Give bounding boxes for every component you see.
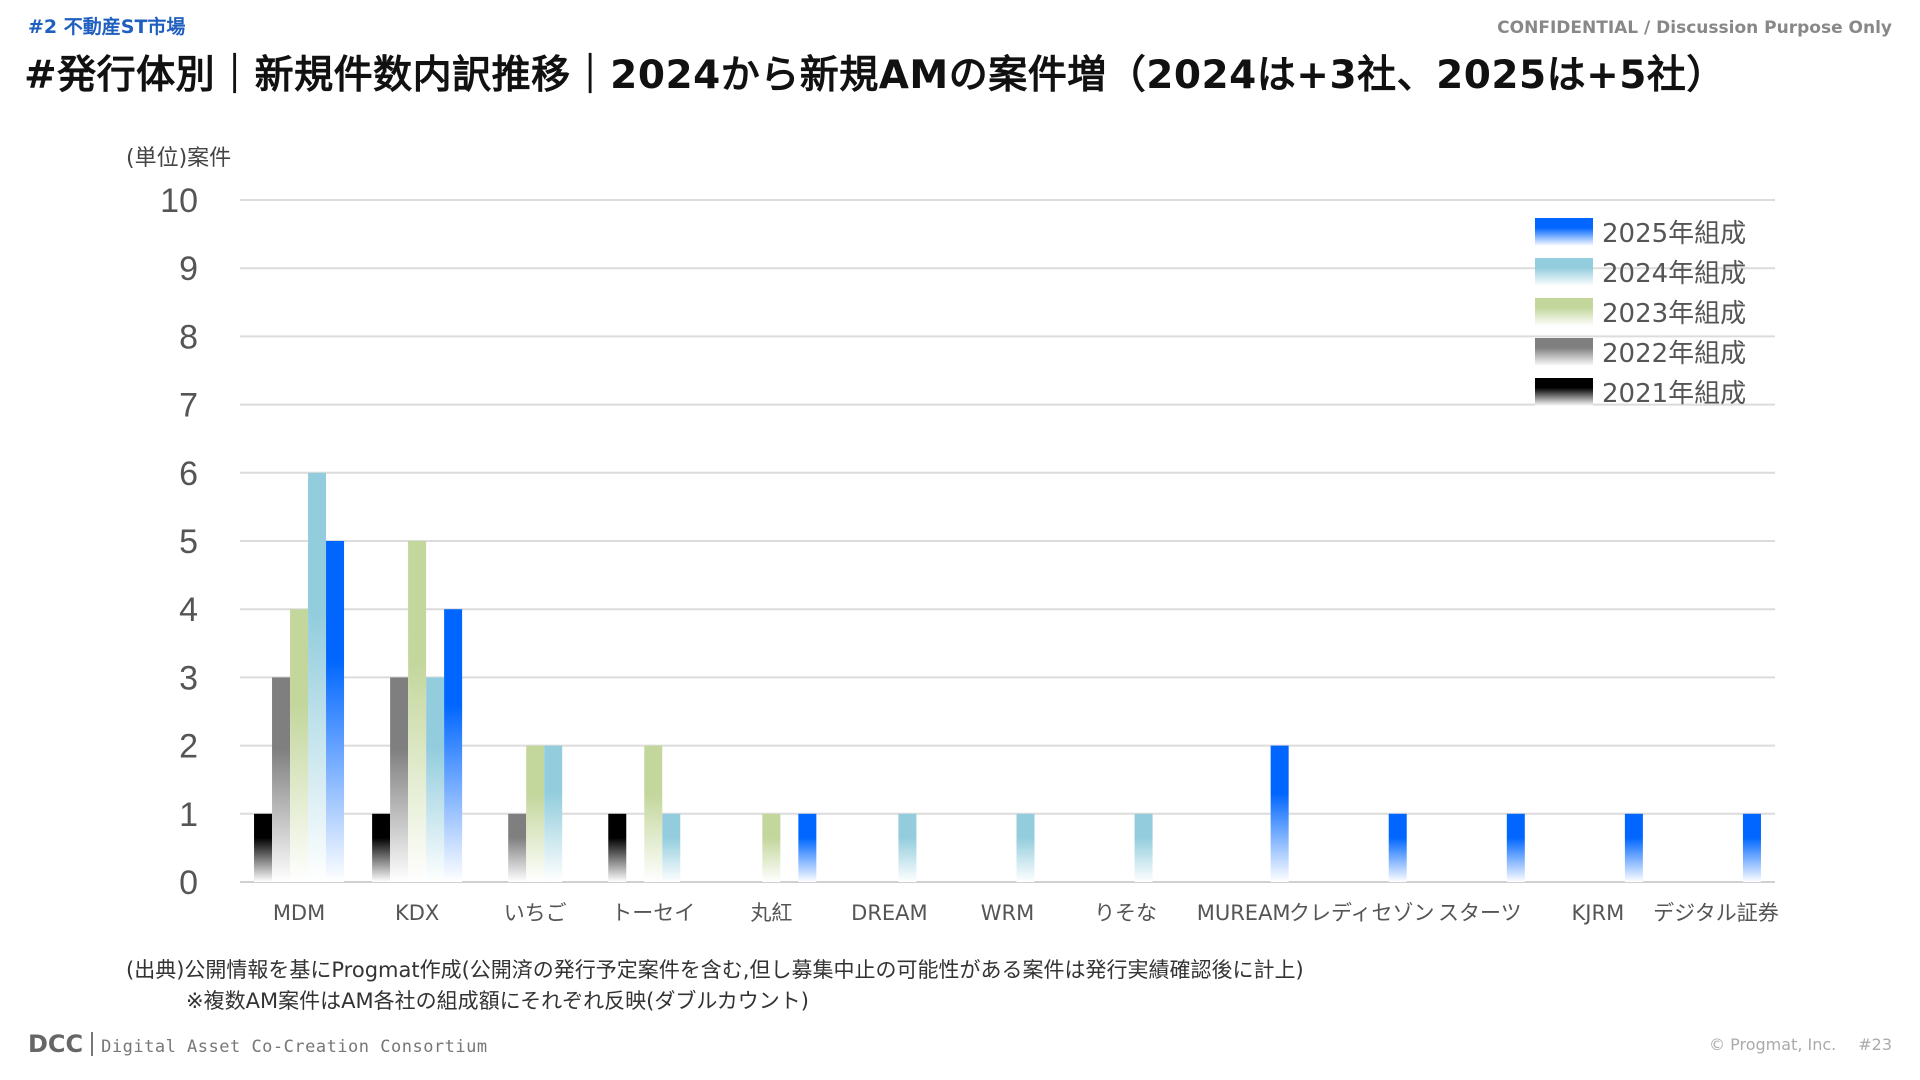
bar [1624,813,1643,882]
bar [608,813,627,882]
bar [254,813,273,882]
legend-label: 2022年組成 [1602,339,1746,369]
x-tick-label: KJRM [1572,901,1625,925]
x-tick-label: トーセイ [611,901,695,925]
chart-legend: 2025年組成 2024年組成 2023年組成 2022年組成 2021年組成 [1535,218,1746,409]
bar [526,745,545,882]
legend-swatch [1535,338,1593,366]
x-tick-label: DREAM [851,901,928,925]
page-title: #発行体別｜新規件数内訳推移｜2024から新規AMの案件増（2024は+3社、2… [24,53,1726,98]
chart-bars [254,472,1761,882]
x-tick-label: KDX [395,901,439,925]
bar [1742,813,1761,882]
y-tick-label: 5 [179,523,198,561]
legend-label: 2023年組成 [1602,299,1746,329]
bar [1016,813,1035,882]
bar [308,472,327,882]
y-tick-label: 9 [179,250,198,288]
legend-label: 2024年組成 [1602,259,1746,289]
bar [372,813,391,882]
x-axis-labels: MDM KDX いちご トーセイ 丸紅 DREAM WRM りそな MUREAMクレディセゾンス… [273,901,1779,925]
x-tick-label: りそな [1094,901,1157,925]
x-tick-label: 丸紅 [750,901,792,925]
x-tick-label: MUREAM [1197,901,1291,925]
y-tick-label: 3 [179,659,198,697]
bar [290,609,309,882]
bar [1506,813,1525,882]
y-tick-label: 1 [179,796,198,834]
x-tick-label: デジタル証券 [1653,901,1779,925]
confidential-label: CONFIDENTIAL / Discussion Purpose Only [1497,18,1892,38]
consortium-name: Digital Asset Co-Creation Consortium [101,1037,488,1057]
source-line: (出典)公開情報を基にProgmat作成(公開済の発行予定案件を含む,但し募集中… [126,958,1304,982]
bar [762,813,781,882]
bar [644,745,663,882]
x-tick-label: MDM [273,901,325,925]
y-tick-label: 6 [179,455,198,493]
bar [798,813,817,882]
bar [390,677,409,882]
bar [426,677,445,882]
y-axis-ticks: 0 1 2 3 4 5 6 7 8 9 10 [160,182,198,902]
bar [1388,813,1407,882]
bar [544,745,563,882]
footer-info: © Progmat, Inc. #23 [1709,1035,1892,1054]
source-note: (出典)公開情報を基にProgmat作成(公開済の発行予定案件を含む,但し募集中… [126,955,1304,1017]
footer-branding: DCC Digital Asset Co-Creation Consortium [28,1030,488,1058]
y-tick-label: 7 [179,387,198,425]
logo-divider [91,1032,94,1056]
x-tick-label: クレディセゾン [1289,901,1435,925]
bar [408,541,427,882]
bar [508,813,527,882]
bar [272,677,291,882]
y-tick-label: 8 [179,318,198,356]
bar [898,813,917,882]
y-tick-label: 4 [179,591,198,629]
x-tick-label: スターツ [1438,901,1522,925]
y-tick-label: 0 [179,864,198,902]
y-tick-label: 2 [179,728,198,766]
legend-label: 2025年組成 [1602,219,1746,249]
bar [1134,813,1153,882]
legend-swatch [1535,378,1593,406]
page-number: #23 [1858,1035,1892,1054]
dcc-logo: DCC [28,1030,84,1058]
double-count-note: ※複数AM案件はAM各社の組成額にそれぞれ反映(ダブルカウント) [186,989,809,1013]
copyright: © Progmat, Inc. [1709,1035,1837,1054]
x-tick-label: WRM [981,901,1034,925]
x-tick-label: いちご [504,901,567,925]
bar [662,813,681,882]
legend-swatch [1535,218,1593,246]
chart-unit-label: (単位)案件 [126,146,232,171]
legend-label: 2021年組成 [1602,379,1746,409]
legend-swatch [1535,258,1593,286]
section-tag: #2 不動産ST市場 [28,16,186,38]
bar [1270,745,1289,882]
bar [326,541,345,882]
legend-swatch [1535,298,1593,326]
y-tick-label: 10 [160,182,198,220]
bar [444,609,463,882]
